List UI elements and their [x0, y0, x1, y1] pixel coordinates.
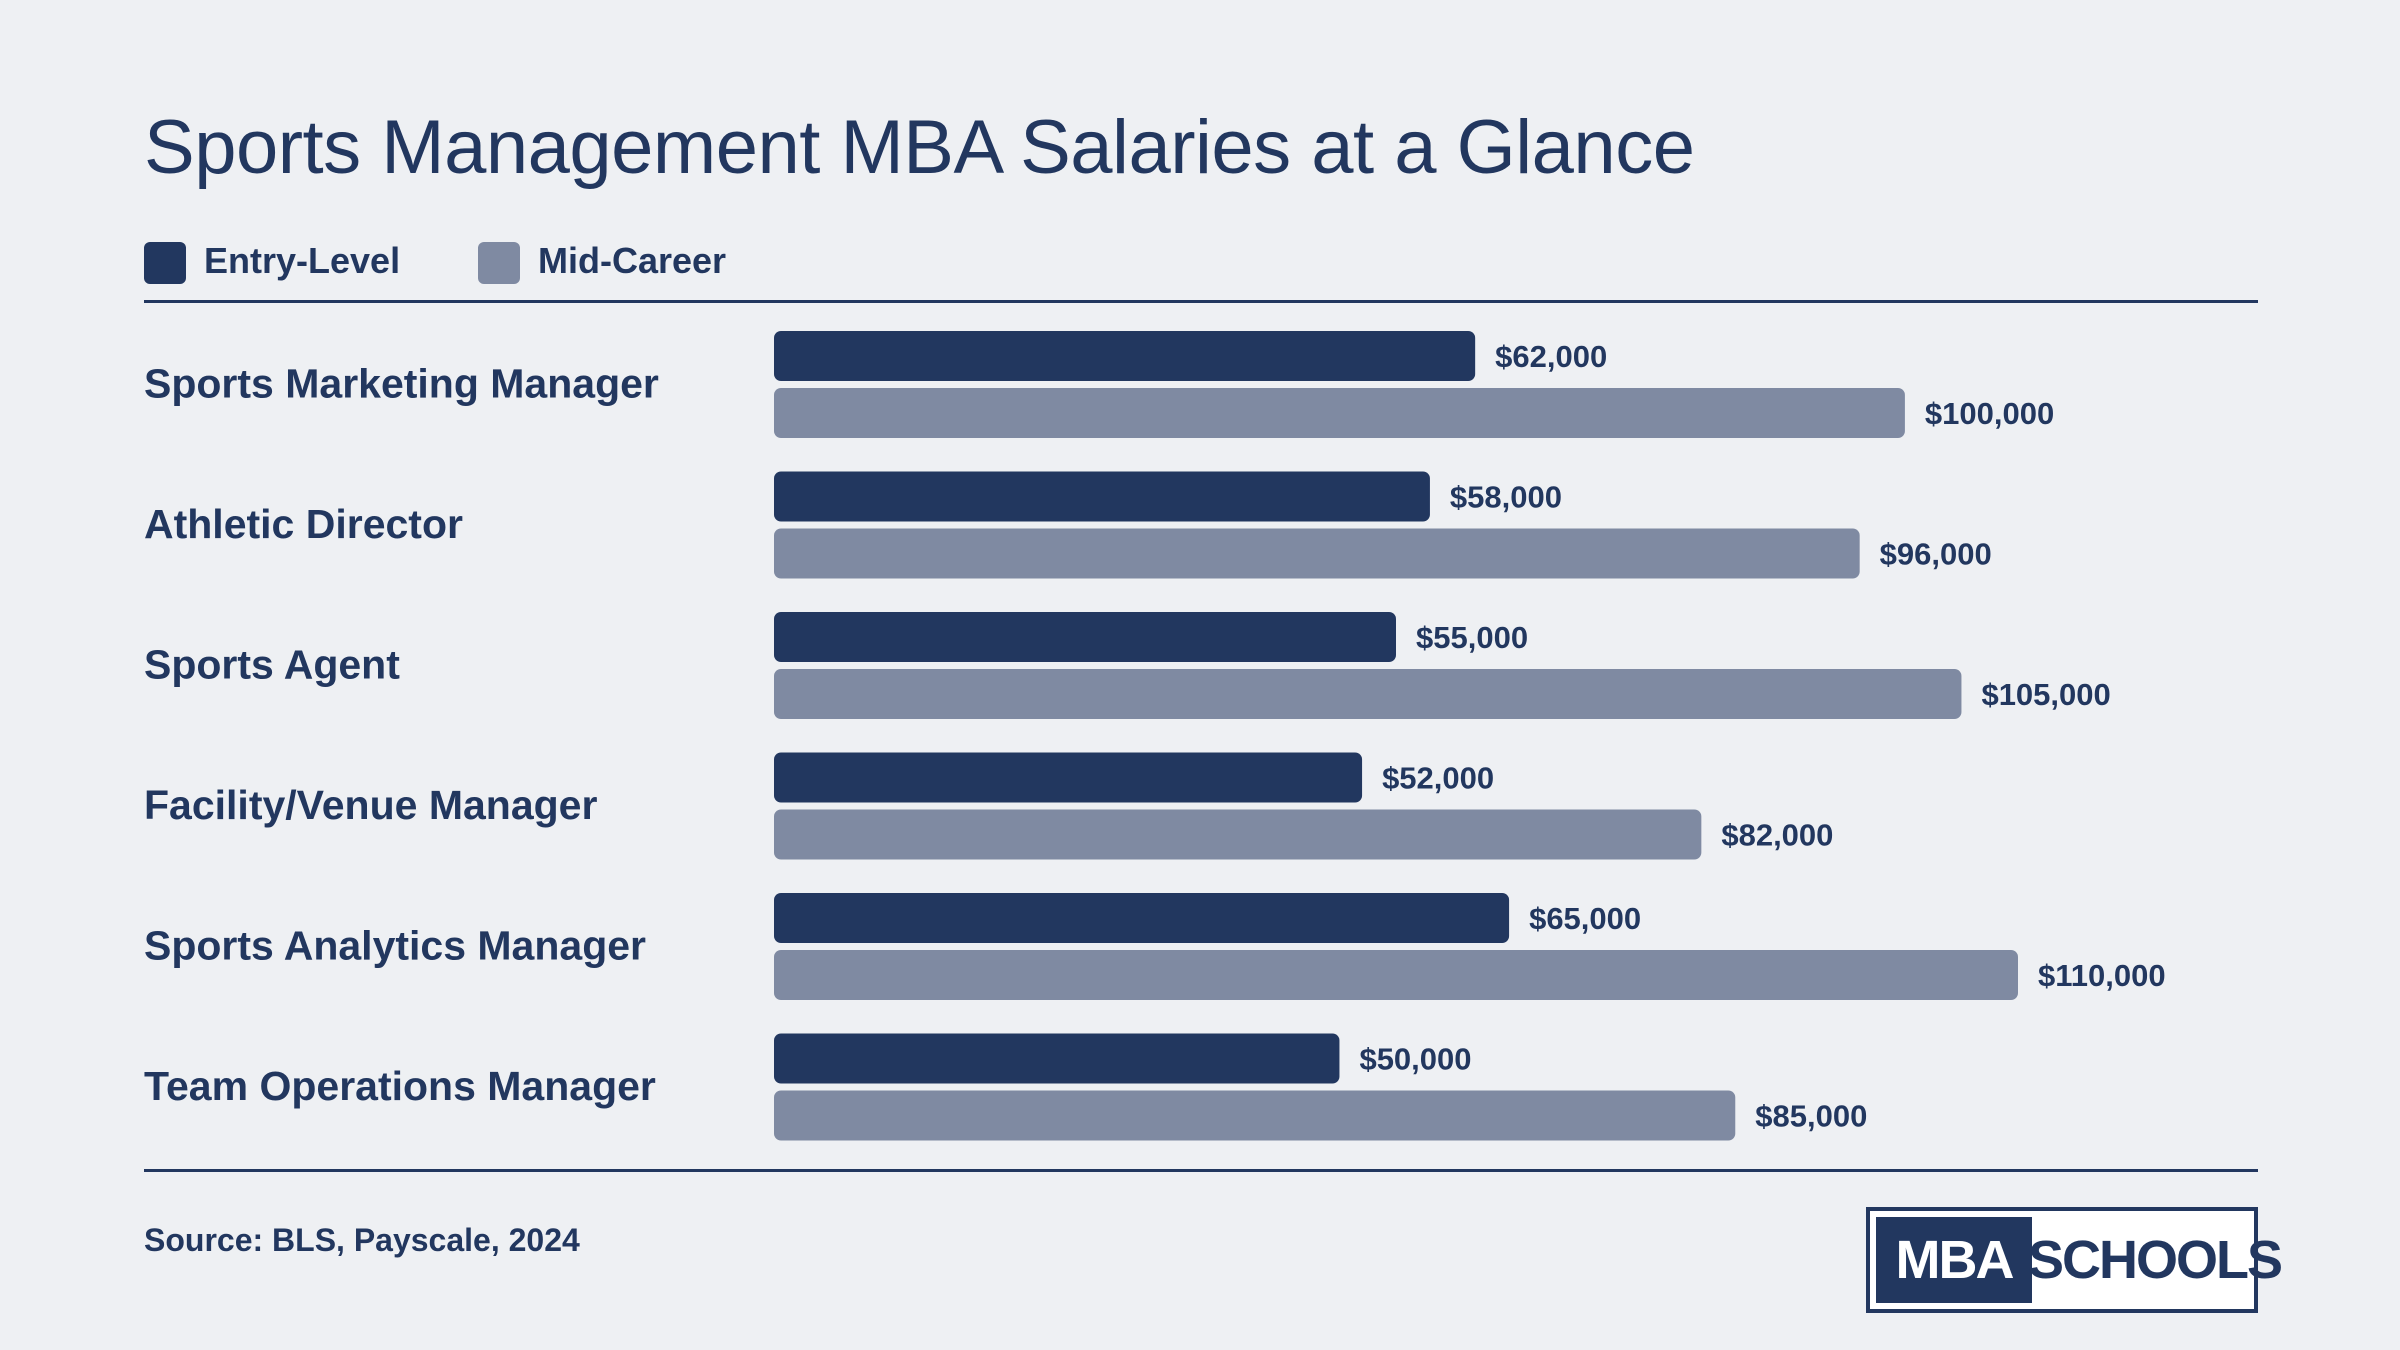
legend-swatch-entry-level: [144, 242, 186, 284]
category-label-sports-analytics-manager: Sports Analytics Manager: [144, 923, 646, 969]
value-label-mid-career-sports-agent: $105,000: [1981, 677, 2110, 712]
source-note: Source: BLS, Payscale, 2024: [144, 1222, 580, 1258]
bar-entry-level-facility-venue-manager: [774, 752, 1363, 803]
bar-mid-career-athletic-director: [774, 528, 1860, 579]
value-label-mid-career-facility-venue-manager: $82,000: [1721, 818, 1833, 853]
bar-mid-career-sports-marketing-manager: [774, 388, 1905, 438]
top-divider: [144, 300, 2258, 303]
value-label-mid-career-sports-analytics-manager: $110,000: [2038, 958, 2166, 993]
legend-label-entry-level: Entry-Level: [204, 240, 401, 281]
mba-schools-logo: MBA SCHOOLS: [1866, 1207, 2283, 1313]
bar-mid-career-team-operations-manager: [774, 1090, 1736, 1141]
value-label-entry-level-sports-agent: $55,000: [1416, 620, 1528, 655]
category-label-sports-agent: Sports Agent: [144, 642, 400, 688]
value-label-entry-level-team-operations-manager: $50,000: [1359, 1042, 1471, 1077]
value-label-entry-level-sports-analytics-manager: $65,000: [1529, 901, 1641, 936]
bar-entry-level-sports-marketing-manager: [774, 331, 1476, 381]
value-label-entry-level-facility-venue-manager: $52,000: [1382, 761, 1494, 796]
category-label-team-operations-manager: Team Operations Manager: [144, 1063, 656, 1109]
value-label-entry-level-athletic-director: $58,000: [1450, 480, 1562, 515]
bar-mid-career-sports-analytics-manager: [774, 950, 2018, 1000]
legend-swatch-mid-career: [478, 242, 520, 284]
bottom-divider: [144, 1169, 2258, 1172]
bar-entry-level-sports-agent: [774, 612, 1396, 662]
category-label-sports-marketing-manager: Sports Marketing Manager: [144, 361, 659, 407]
chart-title: Sports Management MBA Salaries at a Glan…: [144, 105, 1695, 190]
bar-entry-level-sports-analytics-manager: [774, 893, 1510, 943]
bar-entry-level-athletic-director: [774, 471, 1430, 522]
legend-label-mid-career: Mid-Career: [538, 240, 727, 281]
category-label-athletic-director: Athletic Director: [144, 501, 463, 547]
bar-mid-career-facility-venue-manager: [774, 809, 1702, 860]
logo-schools-text: SCHOOLS: [2028, 1230, 2283, 1290]
value-label-mid-career-team-operations-manager: $85,000: [1755, 1099, 1867, 1134]
logo-mba-text: MBA: [1876, 1217, 2032, 1303]
bar-mid-career-sports-agent: [774, 669, 1962, 719]
value-label-mid-career-sports-marketing-manager: $100,000: [1925, 396, 2054, 431]
value-label-mid-career-athletic-director: $96,000: [1880, 537, 1992, 572]
value-label-entry-level-sports-marketing-manager: $62,000: [1495, 339, 1607, 374]
bar-entry-level-team-operations-manager: [774, 1033, 1340, 1084]
category-label-facility-venue-manager: Facility/Venue Manager: [144, 782, 597, 828]
